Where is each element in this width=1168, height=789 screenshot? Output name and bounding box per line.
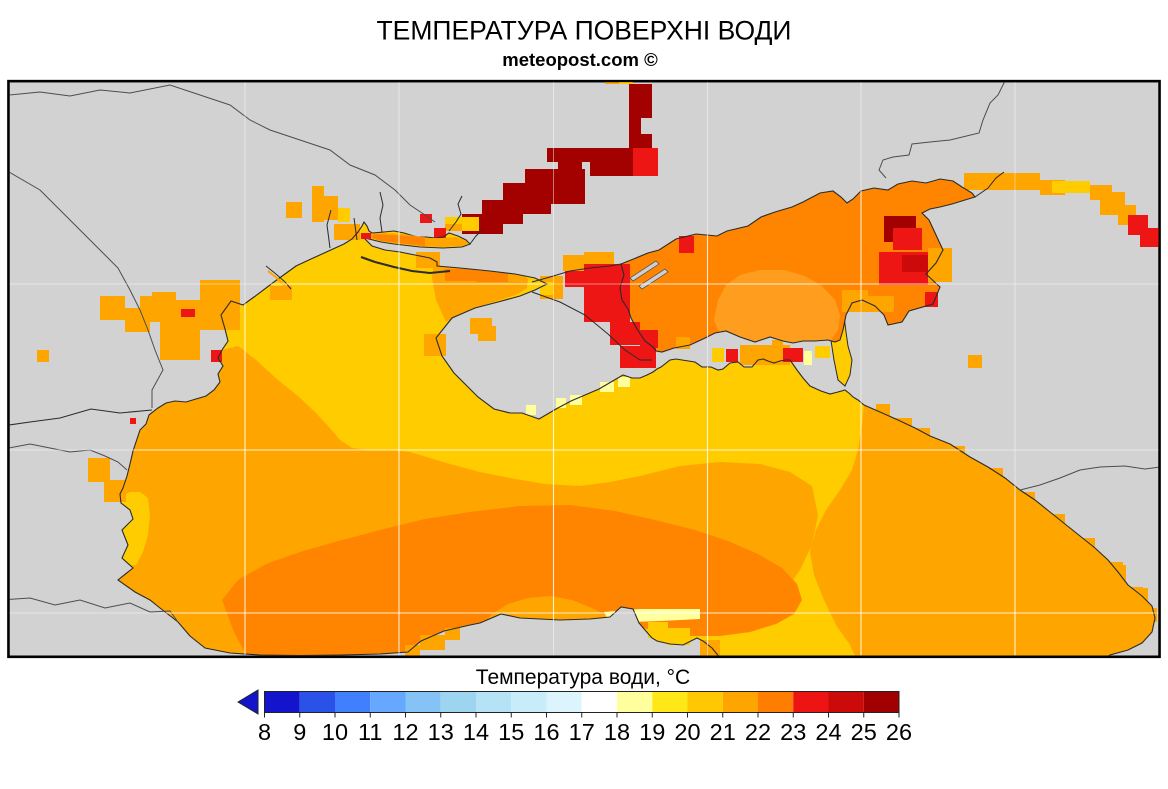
svg-text:8: 8 <box>258 719 271 745</box>
svg-text:14: 14 <box>463 719 489 745</box>
svg-text:22: 22 <box>745 719 771 745</box>
svg-text:23: 23 <box>780 719 806 745</box>
svg-text:15: 15 <box>498 719 524 745</box>
svg-text:ТЕМПЕРАТУРА ПОВЕРХНІ ВОДИ: ТЕМПЕРАТУРА ПОВЕРХНІ ВОДИ <box>377 16 792 46</box>
svg-text:meteopost.com ©: meteopost.com © <box>502 49 658 70</box>
svg-text:9: 9 <box>293 719 306 745</box>
svg-text:19: 19 <box>639 719 665 745</box>
svg-text:16: 16 <box>533 719 559 745</box>
svg-text:25: 25 <box>851 719 877 745</box>
svg-text:11: 11 <box>358 719 382 745</box>
svg-text:17: 17 <box>569 719 595 745</box>
svg-text:Температура води, °C: Температура води, °C <box>476 666 690 689</box>
svg-text:10: 10 <box>322 719 348 745</box>
svg-text:12: 12 <box>392 719 418 745</box>
svg-text:20: 20 <box>674 719 700 745</box>
svg-text:26: 26 <box>886 719 912 745</box>
svg-text:18: 18 <box>604 719 630 745</box>
svg-text:21: 21 <box>710 719 736 745</box>
svg-text:24: 24 <box>815 719 841 745</box>
svg-text:13: 13 <box>428 719 454 745</box>
